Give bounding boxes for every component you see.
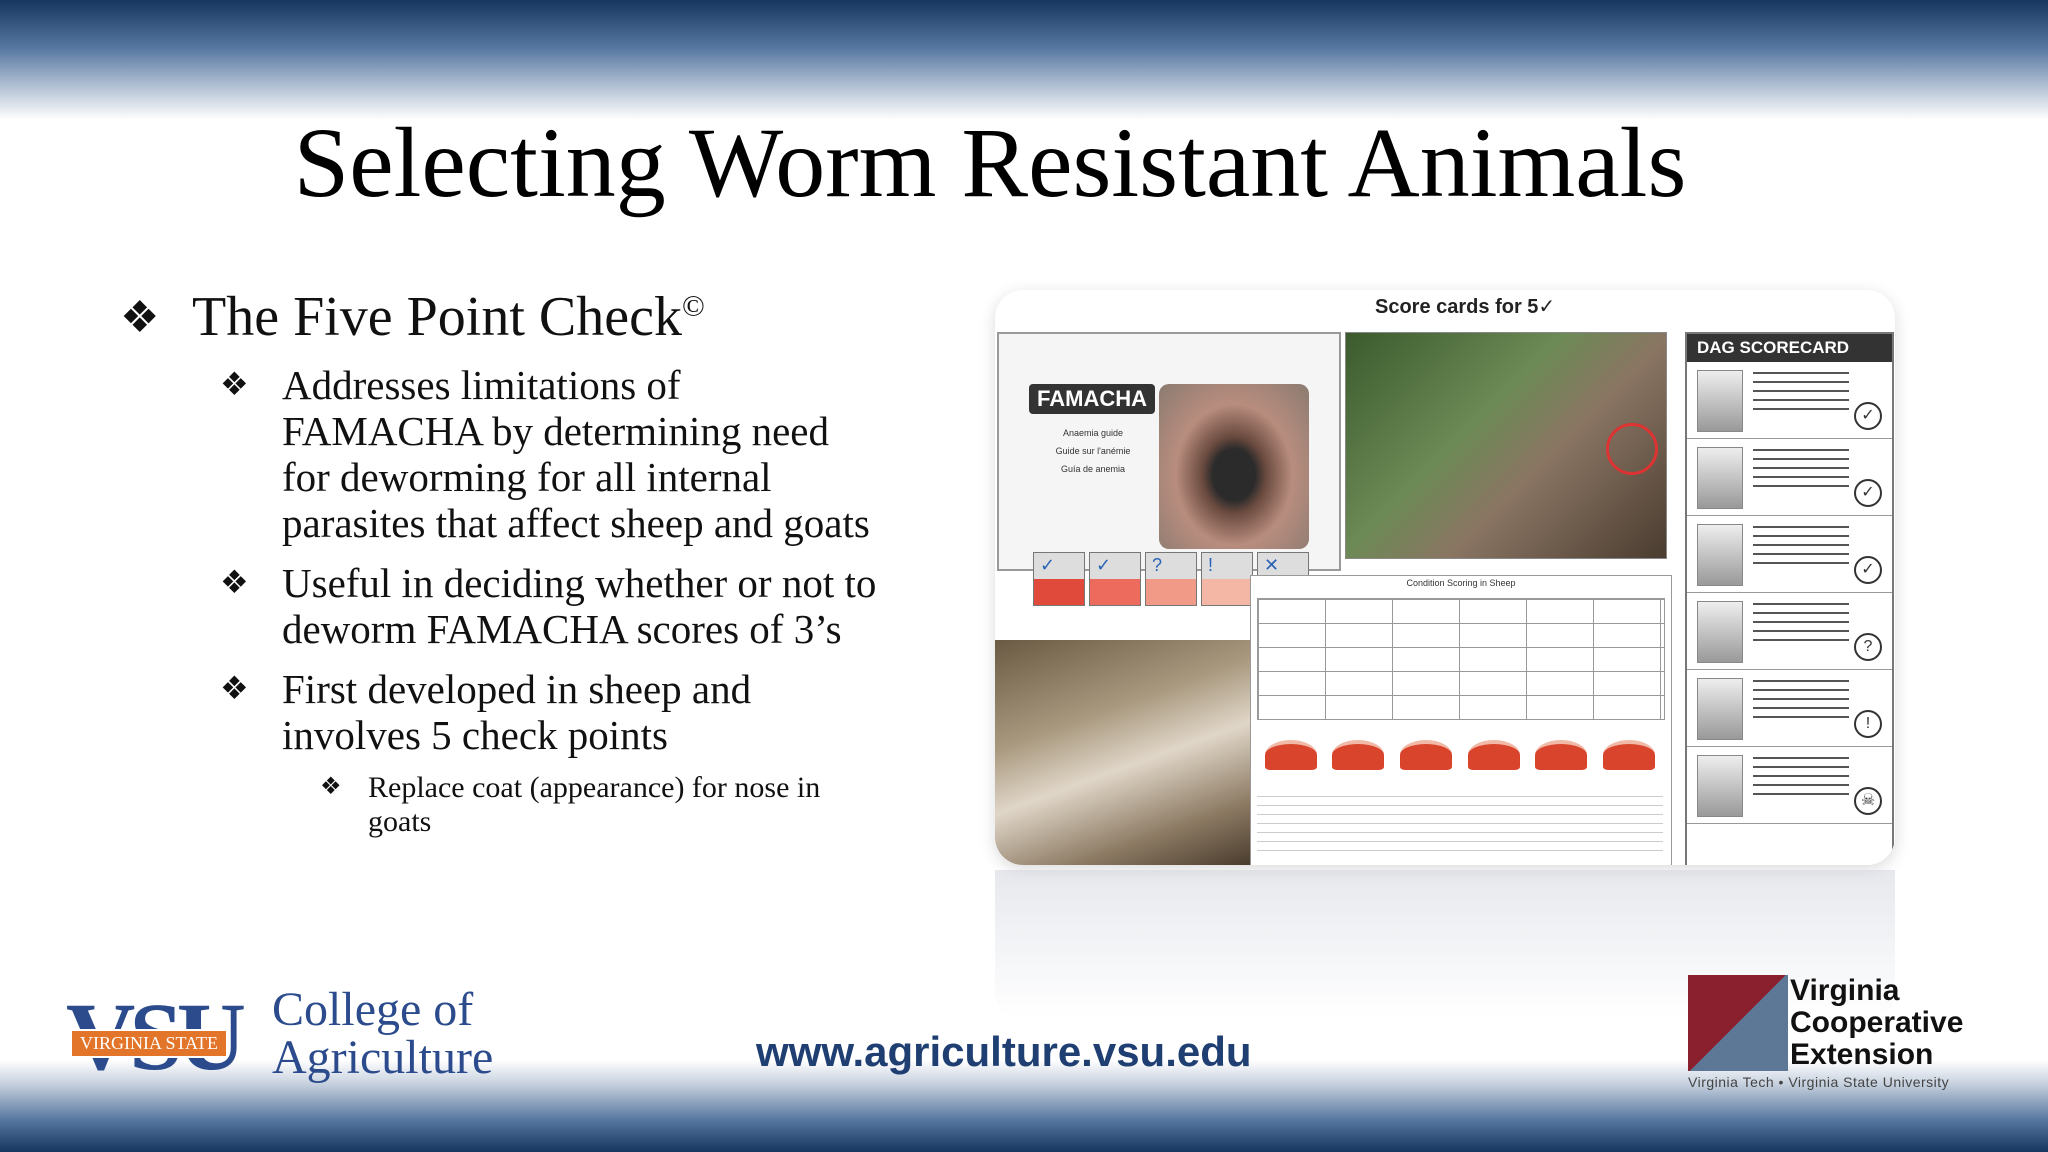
dag-row: ! <box>1687 670 1892 747</box>
bullet-main: ❖ The Five Point Check© <box>120 285 880 349</box>
vce-name: Virginia Cooperative Extension <box>1790 974 1964 1071</box>
bullet-main-text: The Five Point Check <box>192 286 682 348</box>
famacha-card: FAMACHA Anaemia guide Guide sur l'anémie… <box>997 332 1341 606</box>
loin-diagram <box>1332 740 1385 770</box>
skull-icon: ☠ <box>1854 787 1882 815</box>
bullet-list: ❖ The Five Point Check© ❖ Addresses limi… <box>120 285 880 840</box>
condition-description <box>1257 796 1663 856</box>
famacha-label: FAMACHA <box>1029 384 1155 414</box>
bottom-gradient-band <box>0 1060 2048 1152</box>
dag-scorecard: DAG SCORECARD ✓ ✓ ✓ ? ! ☠ <box>1685 332 1894 865</box>
dag-title: DAG SCORECARD <box>1687 334 1892 362</box>
copyright-mark: © <box>681 289 705 323</box>
bullet-sub-text: First developed in sheep and involves 5 … <box>282 665 752 758</box>
bullet-subsub: ❖ Replace coat (appearance) for nose in … <box>320 771 880 840</box>
bullet-sub-text: Addresses limitations of FAMACHA by dete… <box>282 362 870 547</box>
check-icon: ✓ <box>1854 479 1882 507</box>
condition-scoring-card: Condition Scoring in Sheep <box>1250 575 1672 865</box>
loin-diagram <box>1603 740 1656 770</box>
top-gradient-band <box>0 0 2048 120</box>
loin-diagram <box>1467 740 1520 770</box>
vce-logo-icon <box>1688 975 1788 1071</box>
bullet-marker-icon: ❖ <box>320 773 342 800</box>
dag-row: ? <box>1687 593 1892 670</box>
dag-row: ✓ <box>1687 439 1892 516</box>
dag-row: ☠ <box>1687 747 1892 824</box>
bullet-sub-1: ❖ Addresses limitations of FAMACHA by de… <box>220 362 880 547</box>
question-icon: ? <box>1854 633 1882 661</box>
slide-title: Selecting Worm Resistant Animals <box>293 107 1687 218</box>
eye-photo <box>1159 384 1309 549</box>
nose-highlight-circle <box>1606 423 1658 475</box>
bullet-sub-3: ❖ First developed in sheep and involves … <box>220 665 880 759</box>
score-cards-title: Score cards for 5✓ <box>1375 296 1556 318</box>
swatch-3: ? <box>1145 552 1197 606</box>
vsu-banner: VIRGINIA STATE <box>70 1029 229 1058</box>
warning-icon: ! <box>1854 710 1882 738</box>
bullet-marker-icon: ❖ <box>220 669 249 706</box>
check-icon: ✓ <box>1854 556 1882 584</box>
score-cards-figure: Score cards for 5✓ FAMACHA Anaemia guide… <box>995 290 1895 865</box>
college-name: College of Agriculture <box>272 983 494 1084</box>
sheep-photo <box>1345 332 1667 559</box>
swatch-1: ✓ <box>1033 552 1085 606</box>
loin-diagram <box>1535 740 1588 770</box>
loin-diagram <box>1400 740 1453 770</box>
swatch-2: ✓ <box>1089 552 1141 606</box>
bullet-marker-icon: ❖ <box>120 293 160 342</box>
vsu-logo: VSU VIRGINIA STATE <box>66 983 266 1090</box>
bullet-sub-2: ❖ Useful in deciding whether or not to d… <box>220 560 880 653</box>
bullet-marker-icon: ❖ <box>220 564 249 601</box>
condition-table <box>1257 598 1665 720</box>
bullet-sub-text: Useful in deciding whether or not to dew… <box>282 560 877 652</box>
famacha-text: Anaemia guide Guide sur l'anémie Guía de… <box>1055 428 1131 474</box>
swatch-4: ! <box>1201 552 1253 606</box>
dag-row: ✓ <box>1687 516 1892 593</box>
loin-diagram <box>1264 740 1317 770</box>
website-url: www.agriculture.vsu.edu <box>756 1028 1252 1075</box>
condition-title: Condition Scoring in Sheep <box>1406 578 1516 588</box>
dag-row: ✓ <box>1687 362 1892 439</box>
bullet-marker-icon: ❖ <box>220 366 249 403</box>
check-icon: ✓ <box>1854 402 1882 430</box>
bullet-subsub-text: Replace coat (appearance) for nose in go… <box>368 770 821 839</box>
loin-diagrams <box>1257 724 1663 786</box>
goat-photo <box>995 640 1250 865</box>
vce-subtitle: Virginia Tech • Virginia State Universit… <box>1688 1074 1950 1090</box>
